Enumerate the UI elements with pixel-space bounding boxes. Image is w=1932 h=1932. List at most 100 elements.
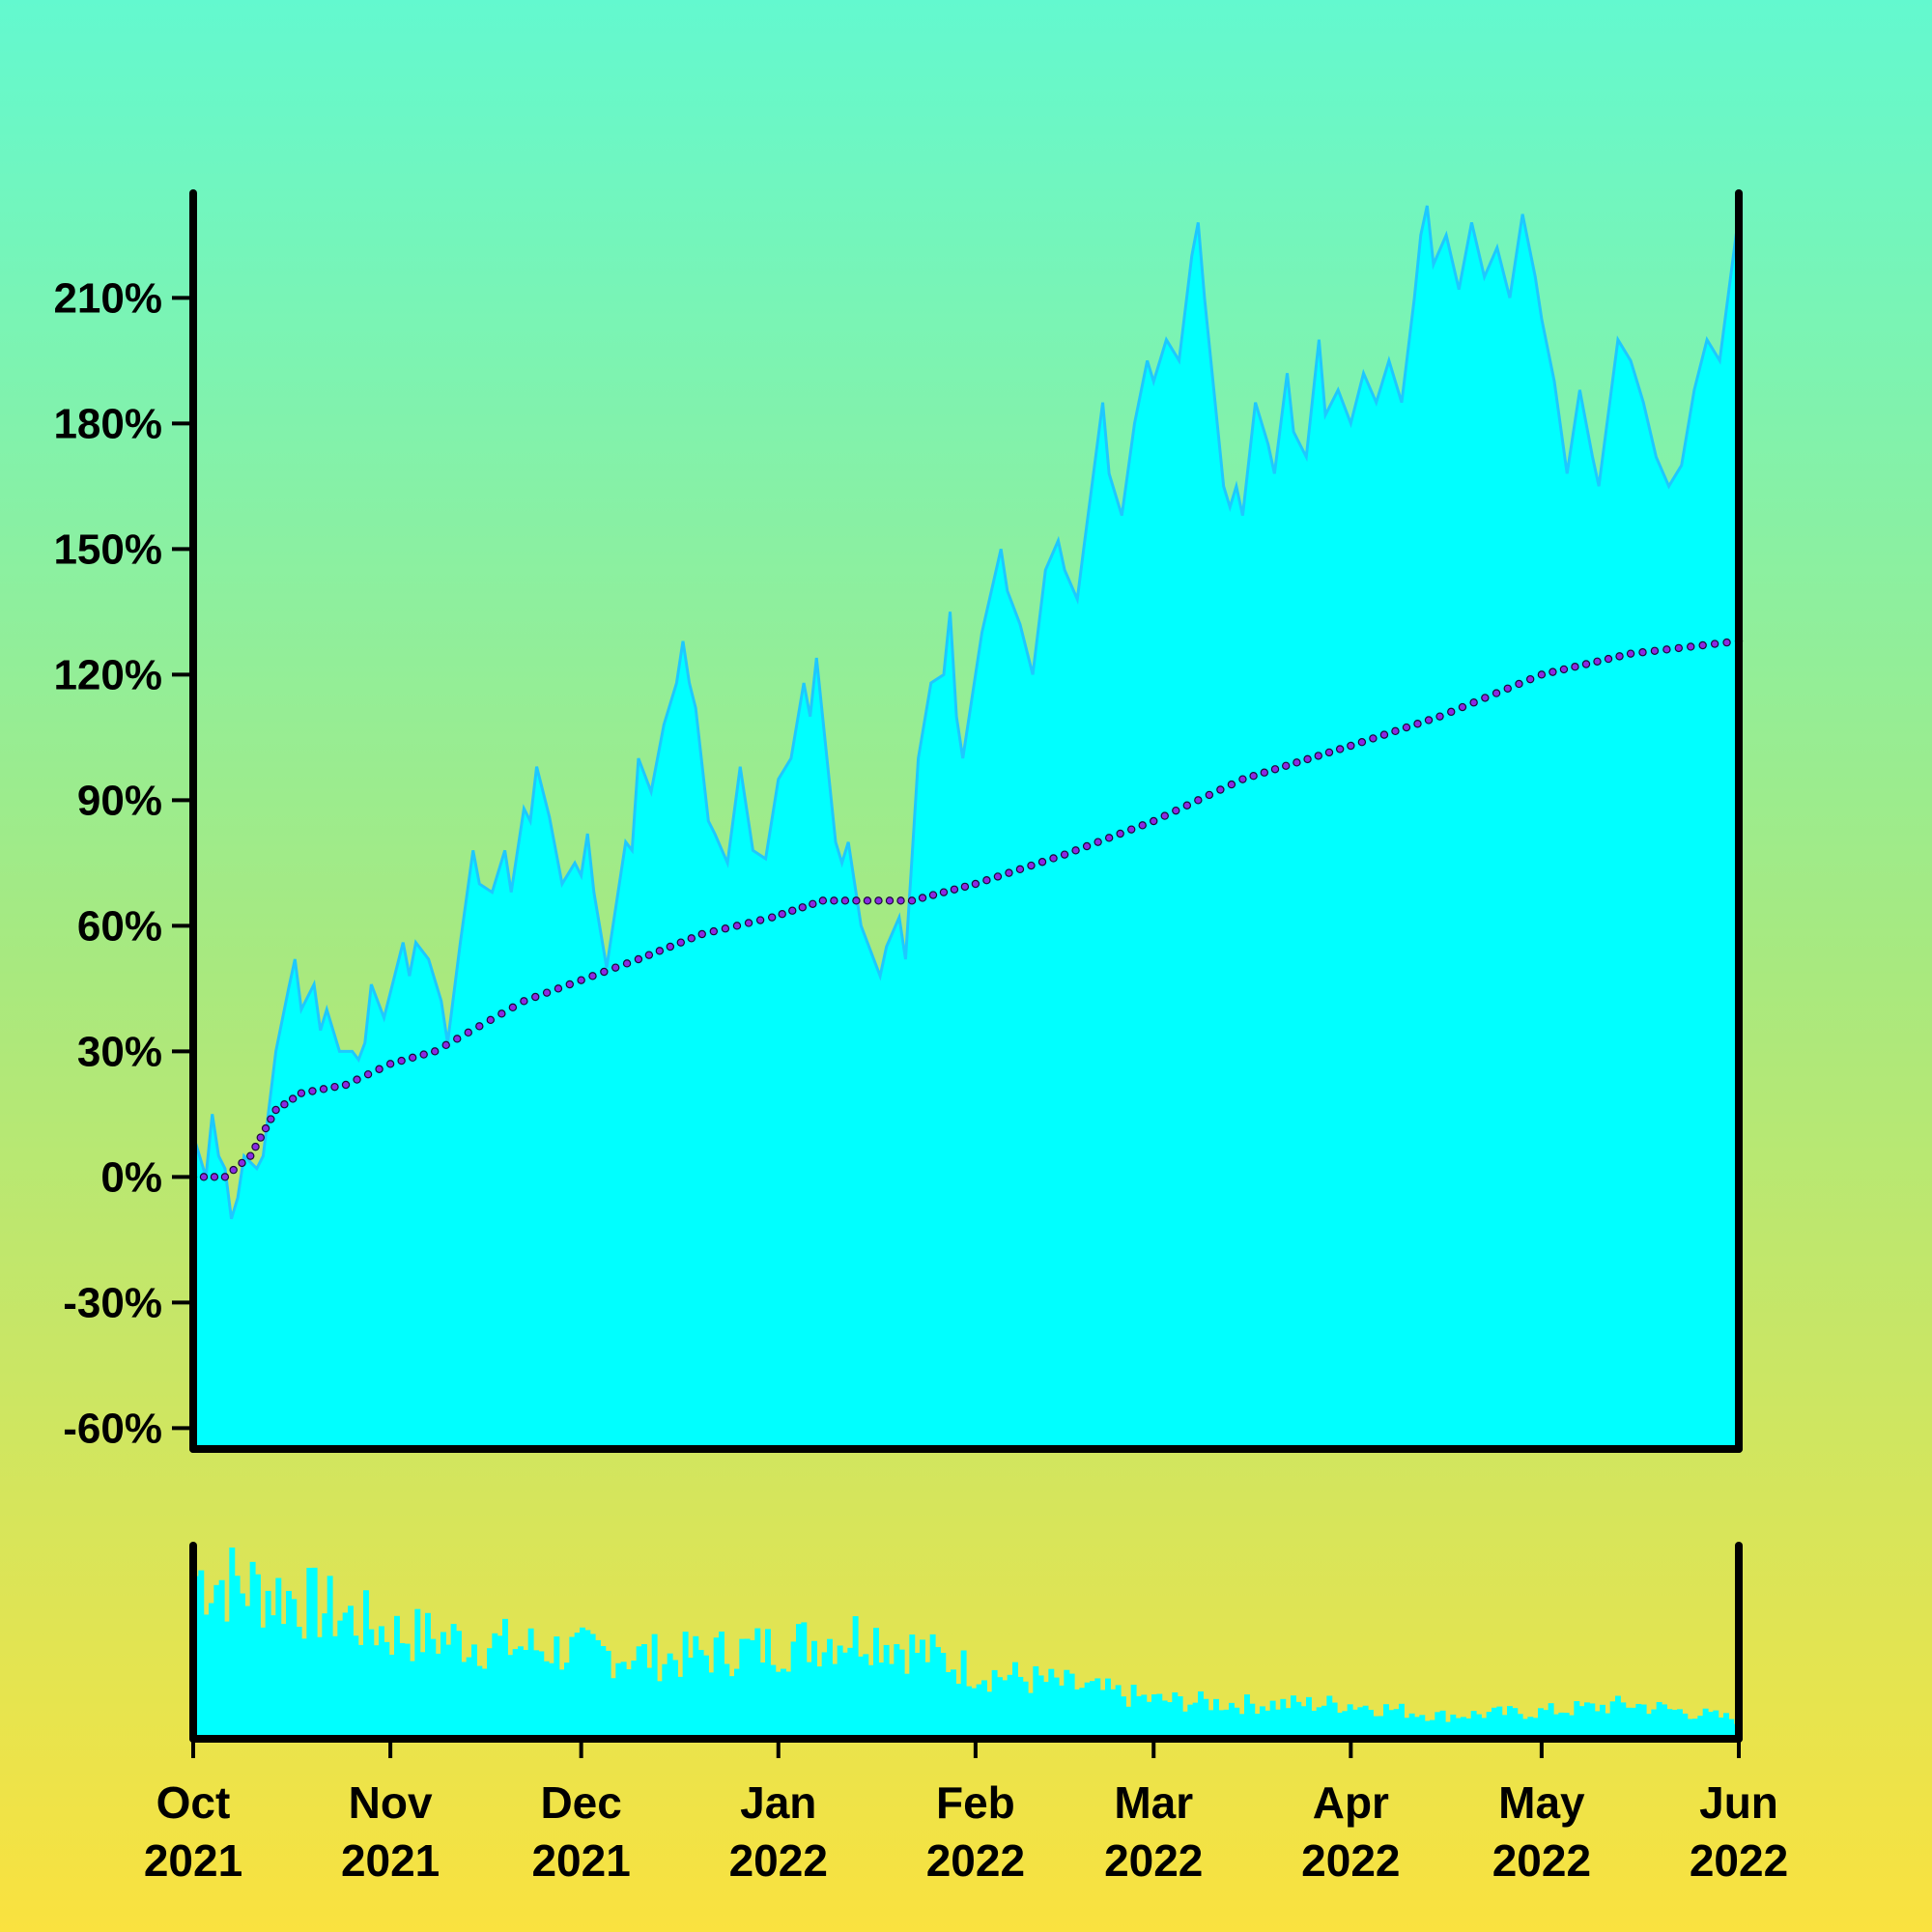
volume-bar: [1234, 1707, 1240, 1739]
ma-dot: [267, 1115, 275, 1123]
ma-dot: [542, 988, 552, 997]
volume-bar: [213, 1584, 220, 1739]
volume-bar: [209, 1603, 214, 1739]
volume-bar: [527, 1628, 534, 1739]
volume-bar: [1059, 1685, 1065, 1739]
ma-dot: [1281, 761, 1291, 771]
ma-dot: [565, 980, 574, 989]
x-tick-label-month: Jun: [1699, 1777, 1778, 1828]
volume-bar: [971, 1688, 978, 1739]
volume-bar: [935, 1647, 941, 1739]
volume-bar: [832, 1663, 838, 1739]
volume-bar: [697, 1650, 704, 1739]
volume-bar: [1337, 1712, 1343, 1739]
ma-dot: [271, 1105, 280, 1115]
volume-bar: [388, 1654, 395, 1739]
ma-dot: [1674, 643, 1684, 653]
volume-bar: [1439, 1710, 1446, 1739]
volume-bar: [713, 1637, 720, 1739]
ma-dot: [885, 896, 895, 905]
x-tick-label-year: 2022: [1104, 1835, 1203, 1886]
volume-bar: [1388, 1710, 1395, 1739]
x-tick-label-year: 2021: [144, 1835, 242, 1886]
volume-bar: [1362, 1705, 1369, 1739]
ma-dot: [874, 896, 883, 905]
ma-dot: [375, 1065, 384, 1073]
ma-dot: [896, 896, 905, 905]
volume-bar: [538, 1651, 545, 1739]
volume-bar: [1373, 1716, 1379, 1739]
volume-bar: [781, 1668, 786, 1739]
ma-dot: [520, 997, 528, 1006]
volume-bar: [1666, 1709, 1673, 1739]
volume-bar: [1594, 1711, 1601, 1739]
ma-dot: [1238, 775, 1247, 783]
volume-bar: [357, 1644, 364, 1739]
volume-bar: [1084, 1682, 1091, 1739]
ma-dot: [655, 947, 665, 955]
ma-dot: [397, 1056, 406, 1065]
volume-bar: [512, 1649, 519, 1739]
volume-bar: [1264, 1710, 1271, 1739]
volume-bar: [363, 1590, 369, 1739]
volume-bar: [1702, 1708, 1709, 1739]
volume-bar: [945, 1671, 952, 1739]
volume-bar: [1331, 1702, 1338, 1739]
y-tick-label: 0%: [100, 1153, 162, 1201]
volume-bar: [770, 1664, 777, 1739]
ma-dot: [907, 896, 917, 905]
volume-bar: [657, 1681, 663, 1739]
volume-bar: [1125, 1706, 1132, 1739]
ma-dot: [1314, 752, 1322, 760]
volume-bar: [291, 1599, 298, 1739]
volume-bar: [1177, 1696, 1183, 1739]
volume-bar: [667, 1653, 673, 1739]
ma-dot: [251, 1142, 260, 1151]
volume-bar: [589, 1634, 596, 1739]
volume-bar: [425, 1612, 431, 1739]
ma-dot: [1249, 772, 1258, 781]
ma-dot: [1559, 665, 1569, 674]
volume-bar: [1640, 1704, 1647, 1739]
volume-bar: [1718, 1718, 1724, 1739]
volume-bar: [1496, 1706, 1503, 1739]
volume-bar: [1012, 1662, 1018, 1739]
volume-bar: [373, 1645, 380, 1739]
volume-bar: [1017, 1676, 1024, 1739]
x-tick-label-month: Feb: [936, 1777, 1015, 1828]
ma-dot: [1160, 811, 1169, 820]
volume-bar: [249, 1561, 256, 1739]
x-tick-label-year: 2021: [531, 1835, 630, 1886]
volume-bar: [1352, 1709, 1358, 1739]
ma-dot: [419, 1050, 428, 1059]
volume-bar: [693, 1635, 699, 1739]
x-tick-label-month: Apr: [1313, 1777, 1389, 1828]
ma-dot: [1015, 865, 1025, 874]
ma-dot: [1126, 825, 1136, 834]
ma-dot: [464, 1028, 472, 1037]
volume-bar: [955, 1683, 962, 1739]
volume-bar: [1053, 1677, 1060, 1739]
volume-bar: [1028, 1692, 1034, 1739]
volume-bar: [1321, 1705, 1327, 1739]
volume-bar: [1295, 1701, 1302, 1739]
y-tick-label: 210%: [53, 274, 162, 322]
volume-bar: [611, 1678, 616, 1739]
volume-bar: [1682, 1713, 1689, 1739]
volume-bar: [1074, 1689, 1080, 1739]
volume-bar: [991, 1669, 998, 1739]
y-tick-label: 180%: [53, 400, 162, 447]
volume-bar: [1300, 1706, 1307, 1739]
volume-bar: [580, 1627, 585, 1739]
ma-dot: [554, 984, 563, 993]
ma-dot: [1435, 712, 1444, 721]
volume-bar: [1198, 1690, 1204, 1739]
volume-bar: [306, 1568, 313, 1739]
volume-bar: [750, 1639, 755, 1739]
volume-bar: [311, 1567, 318, 1739]
volume-bar: [466, 1657, 472, 1739]
volume-bar: [765, 1629, 771, 1739]
volume-bar: [379, 1626, 384, 1739]
ma-dot: [1638, 648, 1647, 657]
